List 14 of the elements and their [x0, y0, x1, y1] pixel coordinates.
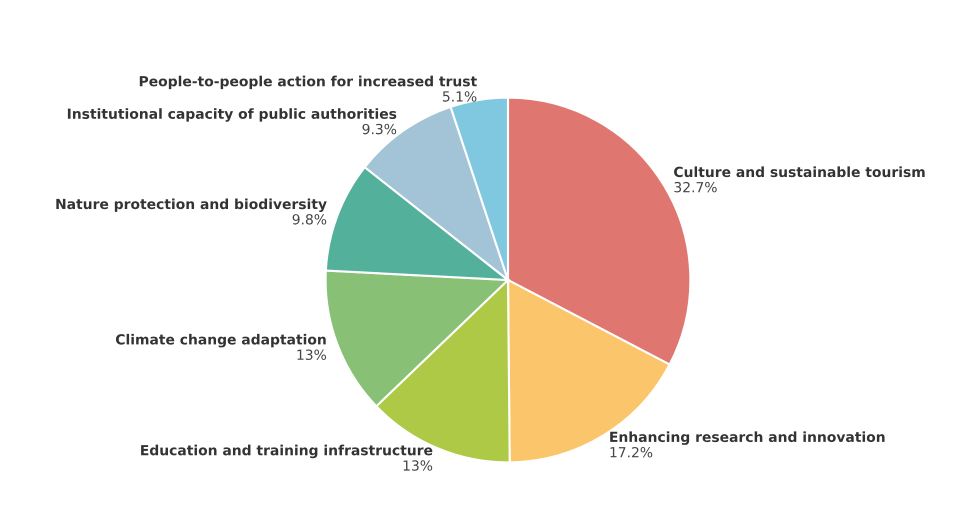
data-label: 9.8%	[292, 214, 326, 225]
slice-label: People-to-people action for increased trust	[140, 76, 477, 90]
data-label: 13%	[404, 460, 432, 471]
data-label: 32.7%	[674, 182, 717, 192]
slice-label: Education and training infrastructure	[141, 444, 432, 458]
data-label: 13%	[297, 349, 326, 360]
data-label: 17.2%	[610, 446, 652, 458]
data-label: 9.3%	[362, 124, 396, 134]
slice-label: Enhancing research and innovation	[610, 431, 885, 445]
slice-label: Institutional capacity of public authorities	[68, 108, 396, 122]
slice-label: Nature protection and biodiversity	[56, 198, 327, 212]
slice-label: Culture and sustainable tourism	[674, 166, 925, 178]
data-label: 5.1%	[442, 91, 476, 102]
slice-label: Climate change adaptation	[116, 334, 326, 348]
